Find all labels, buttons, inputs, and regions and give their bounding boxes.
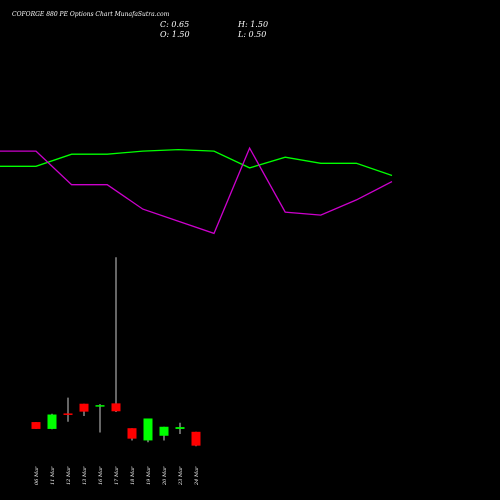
x-tick-label: 24 Mar bbox=[194, 466, 200, 486]
x-tick-label: 16 Mar bbox=[98, 466, 104, 485]
chart-title: COFORGE 880 PE Options Chart MunafaSutra… bbox=[12, 11, 170, 18]
candle-body bbox=[95, 405, 105, 407]
x-tick-label: 17 Mar bbox=[114, 466, 120, 485]
open-value: O: 1.50 bbox=[160, 30, 190, 39]
candle-body bbox=[159, 426, 169, 436]
x-tick-label: 11 Mar bbox=[50, 466, 56, 485]
x-tick-label: 12 Mar bbox=[66, 466, 72, 485]
candle-body bbox=[47, 414, 57, 429]
indicator-line-1 bbox=[0, 148, 393, 177]
high-value: H: 1.50 bbox=[238, 20, 269, 29]
candle-body bbox=[127, 428, 137, 439]
candle-body bbox=[143, 418, 153, 441]
candle-body bbox=[79, 403, 89, 412]
x-tick-label: 23 Mar bbox=[178, 466, 184, 486]
candle-body bbox=[31, 422, 41, 429]
candle-body bbox=[191, 431, 201, 446]
indicator-line-2 bbox=[0, 146, 393, 235]
x-tick-label: 18 Mar bbox=[130, 466, 136, 485]
x-tick-label: 13 Mar bbox=[82, 466, 88, 485]
candle-body bbox=[175, 427, 185, 429]
x-tick-label: 19 Mar bbox=[146, 466, 152, 485]
candle-body bbox=[111, 403, 121, 412]
x-tick-label: 20 Mar bbox=[162, 466, 168, 486]
candle-body bbox=[63, 413, 73, 415]
low-value: L: 0.50 bbox=[238, 30, 267, 39]
x-tick-label: 06 Mar bbox=[34, 466, 40, 485]
close-value: C: 0.65 bbox=[160, 20, 190, 29]
